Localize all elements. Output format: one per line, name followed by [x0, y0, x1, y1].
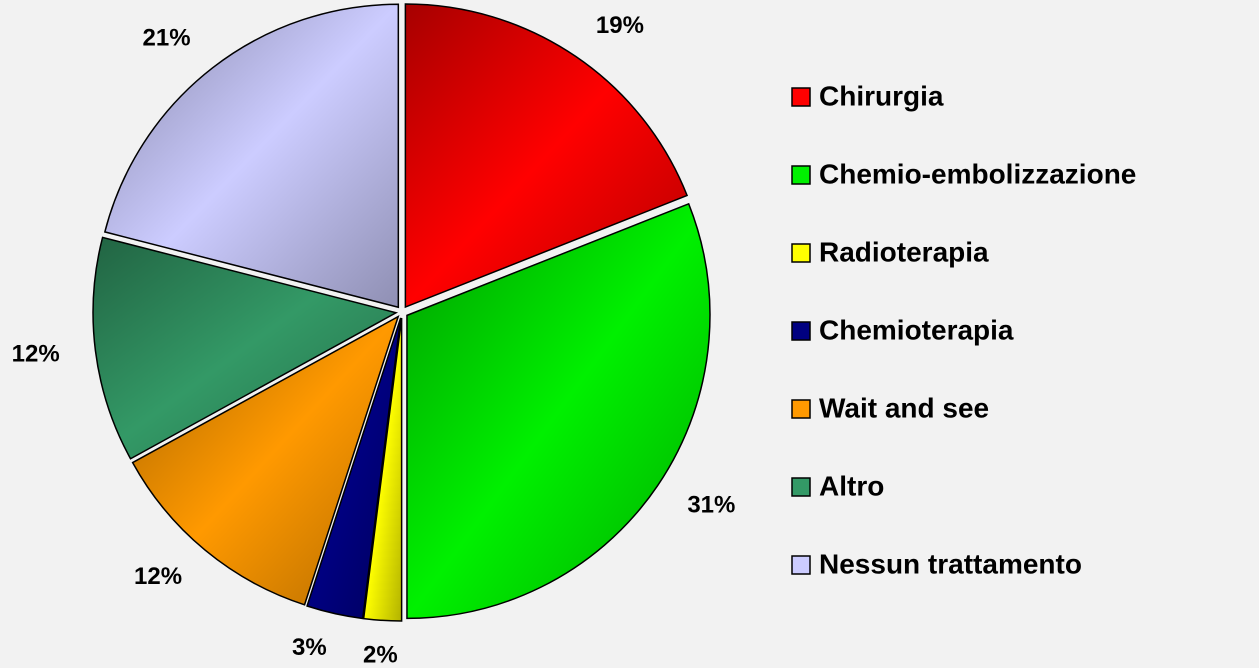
legend-swatch	[791, 399, 811, 419]
slice-shade	[406, 203, 710, 619]
legend-label: Wait and see	[819, 392, 989, 423]
data-label: 12%	[12, 341, 60, 368]
legend-swatch	[791, 477, 811, 497]
slice-shade	[307, 317, 401, 619]
legend-label: Chirurgia	[819, 80, 944, 111]
legend-swatch	[791, 243, 811, 263]
data-label: 12%	[134, 563, 182, 590]
legend-swatch	[791, 555, 811, 575]
legend-label: Nessun trattamento	[819, 548, 1082, 579]
slice-shade	[405, 4, 688, 308]
slice-shade	[132, 316, 399, 605]
legend-label: Radioterapia	[819, 236, 989, 267]
legend-label: Altro	[819, 470, 884, 501]
legend-swatch	[791, 165, 811, 185]
legend-label: Chemio-embolizzazione	[819, 158, 1136, 189]
data-label: 19%	[596, 12, 644, 39]
slice-shade	[363, 317, 402, 621]
data-label: 2%	[363, 642, 398, 668]
legend-swatch	[791, 321, 811, 341]
data-label: 3%	[292, 634, 327, 661]
slice-shade	[104, 4, 399, 308]
legend-label: Chemioterapia	[819, 314, 1014, 345]
data-label: 31%	[687, 491, 735, 518]
legend-swatch	[791, 87, 811, 107]
data-label: 21%	[143, 25, 191, 52]
slice-shade	[93, 237, 397, 459]
